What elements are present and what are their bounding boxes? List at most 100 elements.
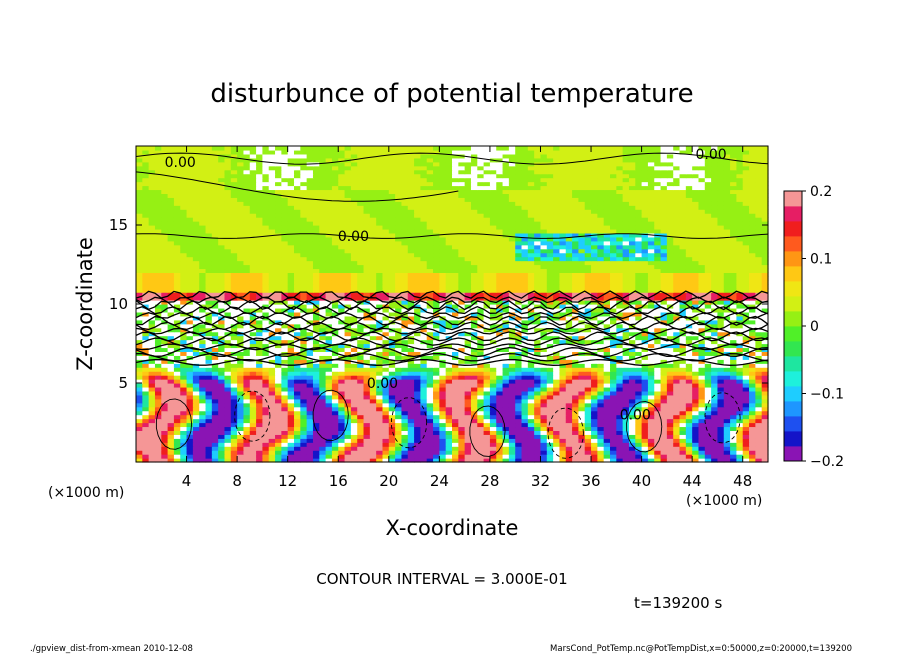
heatmap-cell xyxy=(742,300,750,305)
heatmap-cell xyxy=(167,430,175,435)
heatmap-cell xyxy=(572,442,579,447)
heatmap-cell xyxy=(502,422,510,428)
heatmap-cell xyxy=(660,410,668,416)
heatmap-cell xyxy=(249,446,257,451)
heatmap-cell xyxy=(666,300,674,305)
heatmap-cell xyxy=(496,422,504,428)
heatmap-cell xyxy=(369,319,377,325)
heatmap-cell xyxy=(142,390,150,396)
heatmap-cell xyxy=(515,359,523,364)
heatmap-cell xyxy=(426,300,434,305)
heatmap-cell xyxy=(306,394,314,400)
heatmap-cell xyxy=(350,327,358,333)
heatmap-cell xyxy=(603,371,611,376)
heatmap-cell xyxy=(338,339,346,345)
heatmap-cell xyxy=(262,371,270,376)
heatmap-cell xyxy=(502,398,510,404)
heatmap-cell xyxy=(281,276,289,281)
heatmap-cell xyxy=(521,458,529,463)
heatmap-cell xyxy=(142,284,150,289)
heatmap-cell xyxy=(344,300,352,305)
heatmap-cell xyxy=(218,426,226,431)
heatmap-cell xyxy=(730,327,737,333)
heatmap-cell xyxy=(154,351,162,356)
heatmap-cell xyxy=(237,414,245,420)
heatmap-cell xyxy=(268,454,276,459)
heatmap-cell xyxy=(433,288,440,293)
heatmap-cell xyxy=(603,394,611,400)
heatmap-cell xyxy=(268,383,276,388)
heatmap-cell xyxy=(584,307,592,313)
heatmap-cell xyxy=(199,438,207,443)
heatmap-cell xyxy=(489,450,497,455)
heatmap-cell xyxy=(578,430,586,435)
heatmap-cell xyxy=(502,307,510,313)
heatmap-cell xyxy=(692,390,700,396)
heatmap-cell xyxy=(186,454,194,459)
heatmap-cell xyxy=(148,414,156,420)
heatmap-cell xyxy=(224,347,232,352)
heatmap-cell xyxy=(243,371,251,376)
heatmap-cell xyxy=(641,331,649,337)
heatmap-cell xyxy=(319,406,327,412)
heatmap-cell xyxy=(439,426,447,431)
heatmap-cell xyxy=(167,383,175,388)
heatmap-cell xyxy=(565,418,573,424)
heatmap-cell xyxy=(502,304,510,309)
heatmap-cell xyxy=(489,319,497,325)
heatmap-cell xyxy=(325,327,333,333)
heatmap-cell xyxy=(363,304,371,309)
heatmap-cell xyxy=(161,335,169,341)
heatmap-cell xyxy=(319,343,327,349)
heatmap-cell xyxy=(591,386,598,392)
heatmap-cell xyxy=(262,347,270,352)
heatmap-cell xyxy=(597,418,605,424)
heatmap-cell xyxy=(281,442,289,447)
heatmap-cell xyxy=(572,450,579,455)
heatmap-cell xyxy=(578,375,586,380)
heatmap-cell xyxy=(521,454,529,459)
heatmap-cell xyxy=(578,304,586,309)
heatmap-cell xyxy=(237,276,245,281)
heatmap-cell xyxy=(382,406,390,412)
heatmap-cell xyxy=(673,268,681,273)
heatmap-cell xyxy=(262,367,270,372)
heatmap-cell xyxy=(369,458,377,463)
heatmap-cell xyxy=(331,390,339,396)
heatmap-cell xyxy=(325,276,333,281)
heatmap-cell xyxy=(306,276,314,281)
heatmap-cell xyxy=(496,379,504,384)
heatmap-cell xyxy=(546,426,554,431)
heatmap-cell xyxy=(673,410,681,416)
heatmap-cell xyxy=(679,359,687,364)
heatmap-cell xyxy=(578,418,586,424)
heatmap-cell xyxy=(616,304,624,309)
heatmap-cell xyxy=(186,343,194,349)
heatmap-cell xyxy=(489,379,497,384)
heatmap-cell xyxy=(679,343,687,349)
heatmap-cell xyxy=(325,335,333,341)
heatmap-cell xyxy=(287,426,295,431)
heatmap-cell xyxy=(597,319,605,325)
heatmap-cell xyxy=(338,406,346,412)
heatmap-cell xyxy=(673,418,681,424)
heatmap-cell xyxy=(654,386,662,392)
heatmap-cell xyxy=(401,315,409,321)
heatmap-cell xyxy=(173,331,181,337)
heatmap-cell xyxy=(452,335,459,341)
heatmap-cell xyxy=(224,339,232,345)
heatmap-cell xyxy=(723,315,731,321)
heatmap-cell xyxy=(243,458,251,463)
heatmap-cell xyxy=(666,394,674,400)
heatmap-cell xyxy=(521,371,529,376)
heatmap-cell xyxy=(584,375,592,380)
heatmap-cell xyxy=(489,272,497,277)
heatmap-cell xyxy=(407,327,415,333)
heatmap-cell xyxy=(584,272,592,277)
heatmap-cell xyxy=(692,323,700,329)
heatmap-cell xyxy=(654,383,662,388)
heatmap-cell xyxy=(666,339,674,345)
heatmap-cell xyxy=(382,454,390,459)
heatmap-cell xyxy=(136,355,143,360)
heatmap-cell xyxy=(369,339,377,345)
